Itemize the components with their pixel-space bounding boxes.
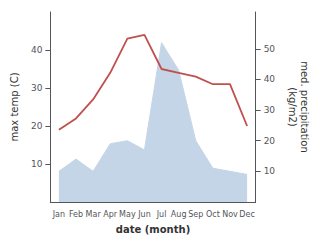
svg-text:May: May	[119, 210, 136, 219]
svg-text:40: 40	[264, 74, 276, 84]
svg-text:50: 50	[264, 44, 276, 54]
svg-text:med. precipitation: med. precipitation	[299, 61, 310, 153]
svg-text:Nov: Nov	[222, 210, 238, 219]
svg-text:date (month): date (month)	[116, 224, 190, 235]
svg-text:Dec: Dec	[239, 210, 254, 219]
svg-text:20: 20	[264, 136, 276, 146]
svg-text:10: 10	[31, 159, 43, 169]
svg-text:max temp (C): max temp (C)	[9, 72, 20, 141]
svg-text:40: 40	[31, 45, 43, 55]
svg-text:30: 30	[31, 83, 43, 93]
svg-text:Oct: Oct	[206, 210, 220, 219]
svg-text:Feb: Feb	[69, 210, 83, 219]
svg-text:Apr: Apr	[103, 210, 118, 219]
svg-text:Jul: Jul	[156, 210, 167, 219]
svg-text:30: 30	[264, 105, 276, 115]
svg-text:Sep: Sep	[188, 210, 203, 219]
svg-text:Mar: Mar	[86, 210, 102, 219]
svg-text:10: 10	[264, 166, 276, 176]
svg-text:20: 20	[31, 121, 43, 131]
svg-text:Aug: Aug	[171, 210, 187, 219]
svg-text:(kg/m2): (kg/m2)	[287, 87, 298, 127]
svg-text:Jan: Jan	[52, 210, 65, 219]
svg-text:Jun: Jun	[137, 210, 151, 219]
